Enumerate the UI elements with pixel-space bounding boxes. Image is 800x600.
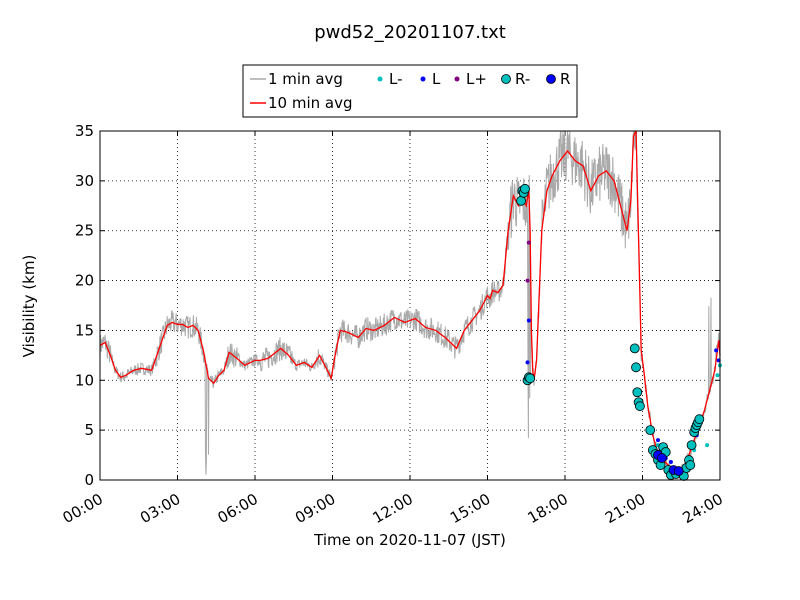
y-tick-label: 15: [75, 321, 94, 339]
marker-rminus: [631, 362, 641, 373]
y-tick-label: 20: [75, 272, 94, 290]
y-tick-label: 25: [75, 222, 94, 240]
marker-l: [525, 360, 530, 365]
y-tick-label: 30: [75, 172, 94, 190]
marker-rminus: [629, 343, 640, 354]
marker-lplus: [526, 240, 531, 245]
series-1min-avg-line: [99, 130, 721, 478]
legend-swatch: [454, 76, 460, 82]
legend-label: R: [560, 70, 570, 88]
marker-lminus: [705, 443, 710, 448]
marker-rminus: [685, 460, 696, 470]
marker-rminus: [632, 387, 643, 398]
marker-l: [656, 438, 660, 443]
marker-r: [673, 466, 684, 476]
legend-entry-5: L+: [454, 70, 487, 88]
legend-label: L: [432, 70, 441, 88]
marker-rminus: [635, 401, 645, 412]
legend-label: L+: [466, 70, 487, 88]
legend-entry-1: 1 min avg: [250, 70, 343, 88]
marker-lplus: [525, 278, 530, 283]
grid-lines: [100, 131, 720, 480]
marker-rminus: [686, 440, 697, 451]
marker-l: [714, 348, 719, 353]
marker-r: [656, 453, 667, 463]
y-tick-label: 0: [84, 471, 94, 489]
marker-rminus: [694, 414, 705, 425]
marker-rminus: [525, 373, 536, 384]
x-axis-label: Time on 2020-11-07 (JST): [313, 531, 506, 549]
legend: 1 min avg 10 min avg L- L L+ R- R: [242, 64, 578, 118]
legend-box: [242, 64, 578, 118]
raw-1min-series: [99, 130, 721, 478]
chart-title: pwd52_20201107.txt: [314, 22, 506, 43]
legend-label: 10 min avg: [268, 94, 353, 112]
legend-entry-3: L-: [377, 70, 403, 88]
marker-l: [526, 318, 531, 323]
plot-area-frame: [99, 130, 721, 481]
marker-rminus: [645, 425, 656, 436]
y-tick-label: 35: [75, 122, 94, 140]
legend-swatch: [377, 76, 383, 82]
marker-l: [668, 460, 673, 465]
legend-label: 1 min avg: [268, 70, 343, 88]
marker-lminus: [715, 373, 720, 378]
legend-swatch: [420, 76, 426, 82]
legend-entry-2: 10 min avg: [250, 94, 353, 112]
legend-entry-4: L: [420, 70, 441, 88]
legend-entry-6: R-: [501, 70, 530, 88]
series-markers: [516, 183, 722, 481]
legend-swatch: [546, 74, 556, 84]
legend-swatch: [501, 74, 511, 84]
series-lines: [99, 130, 721, 474]
series-10min-avg-line: [99, 130, 721, 474]
legend-label: R-: [515, 70, 530, 88]
y-axis-label: Visibility (km): [20, 255, 38, 358]
y-tick-label: 10: [75, 371, 94, 389]
legend-entry-7: R: [546, 70, 570, 88]
marker-rminus: [520, 183, 530, 194]
y-tick-label: 5: [84, 421, 94, 439]
legend-label: L-: [389, 70, 403, 88]
